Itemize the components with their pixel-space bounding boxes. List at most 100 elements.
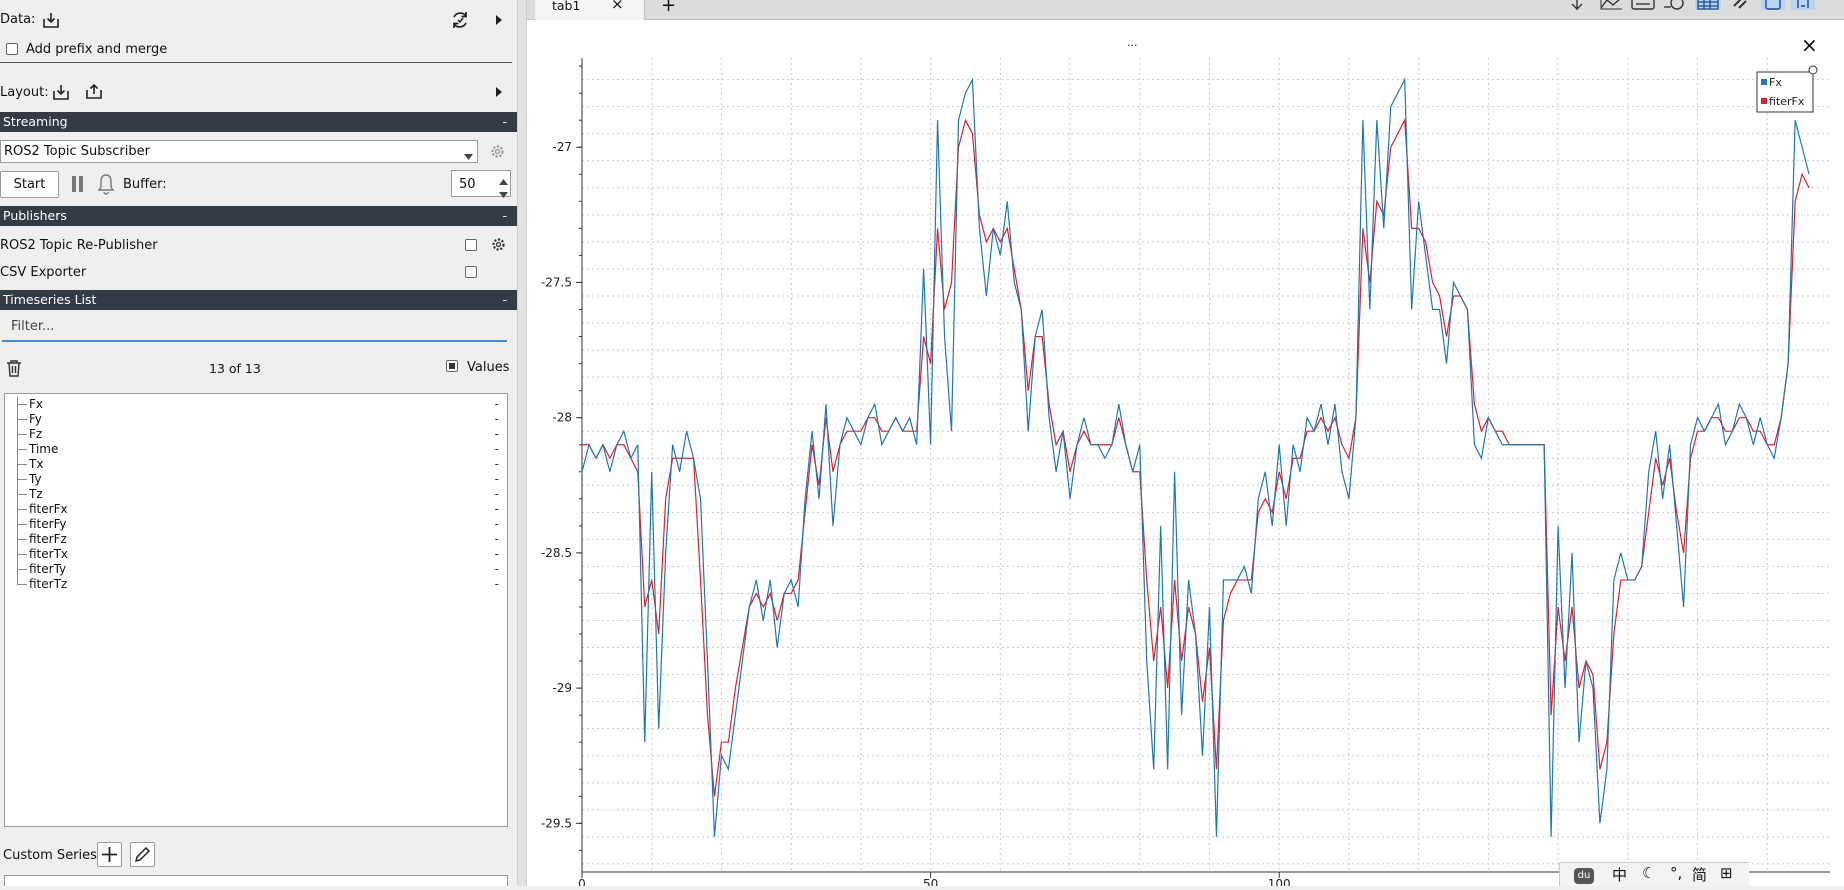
legend-label: Fx bbox=[1769, 76, 1782, 89]
streaming-source-value: ROS2 Topic Subscriber bbox=[4, 144, 150, 159]
link-icon[interactable] bbox=[1731, 0, 1753, 14]
prefix-merge-checkbox[interactable] bbox=[6, 43, 18, 55]
tree-item-value: - bbox=[494, 517, 499, 531]
edit-custom-series-button[interactable] bbox=[130, 842, 155, 867]
tree-item-label: fiterTz bbox=[29, 577, 68, 591]
y-tick-label: -29.5 bbox=[541, 816, 572, 830]
timeseries-collapse[interactable]: - bbox=[502, 292, 507, 307]
chevron-down-icon bbox=[464, 149, 473, 164]
legend-swatch bbox=[1761, 98, 1767, 104]
tree-item-value: - bbox=[494, 487, 499, 501]
gear-icon[interactable] bbox=[489, 143, 506, 164]
list-icon[interactable] bbox=[1631, 0, 1655, 14]
tree-item[interactable]: Time - bbox=[5, 442, 505, 457]
series-line-Fx bbox=[581, 77, 1810, 837]
tree-branch-tick bbox=[17, 494, 27, 495]
tree-item[interactable]: Tx - bbox=[5, 457, 505, 472]
spin-up-icon[interactable] bbox=[499, 174, 508, 189]
streaming-header-label: Streaming bbox=[3, 114, 68, 129]
legend-label: fiterFx bbox=[1769, 95, 1805, 108]
tree-item[interactable]: fiterFy - bbox=[5, 517, 505, 532]
tree-branch-tick bbox=[17, 554, 27, 555]
data-label: Data: bbox=[0, 12, 36, 27]
grid-icon[interactable] bbox=[1695, 0, 1721, 10]
tree-item-label: fiterFz bbox=[29, 532, 67, 546]
spin-down-icon[interactable] bbox=[499, 187, 508, 202]
gear-icon[interactable] bbox=[490, 236, 507, 257]
tree-item[interactable]: Ty - bbox=[5, 472, 505, 487]
publisher-checkbox[interactable] bbox=[465, 239, 477, 251]
custom-series-list[interactable] bbox=[4, 875, 508, 886]
tree-item-label: fiterTy bbox=[29, 562, 67, 576]
bell-icon[interactable] bbox=[96, 173, 116, 199]
clock-icon[interactable] bbox=[1663, 0, 1687, 14]
tree-branch-tick bbox=[17, 539, 27, 540]
tree-item-value: - bbox=[494, 577, 499, 591]
ime-logo[interactable]: du bbox=[1574, 868, 1594, 884]
values-checkbox[interactable] bbox=[446, 360, 458, 372]
tree-item-value: - bbox=[494, 472, 499, 486]
tree-item[interactable]: Fz - bbox=[5, 427, 505, 442]
y-tick-label: -29 bbox=[552, 681, 572, 695]
publishers-collapse[interactable]: - bbox=[502, 208, 507, 223]
reload-icon[interactable] bbox=[449, 9, 471, 35]
move-icon[interactable] bbox=[1567, 0, 1587, 14]
series-count: 13 of 13 bbox=[209, 361, 261, 376]
load-layout-icon[interactable] bbox=[52, 83, 70, 105]
tree-item[interactable]: fiterFz - bbox=[5, 532, 505, 547]
data-expand-icon[interactable] bbox=[494, 14, 504, 30]
filter-input[interactable]: Filter... bbox=[2, 314, 507, 342]
layout-expand-icon[interactable] bbox=[494, 86, 504, 102]
tree-item[interactable]: Fx - bbox=[5, 397, 505, 412]
add-custom-series-button[interactable] bbox=[97, 842, 122, 867]
tree-item[interactable]: fiterFx - bbox=[5, 502, 505, 517]
tree-item-label: Fz bbox=[29, 427, 43, 441]
tree-item-label: Tx bbox=[29, 457, 44, 471]
plus-icon bbox=[102, 847, 117, 862]
load-data-icon[interactable] bbox=[42, 11, 60, 33]
publishers-header-label: Publishers bbox=[3, 208, 67, 223]
tab-tab1[interactable]: tab1 × bbox=[535, 0, 645, 20]
tree-item-value: - bbox=[494, 562, 499, 576]
ime-punct[interactable]: °, bbox=[1670, 864, 1683, 882]
tree-item[interactable]: fiterTz - bbox=[5, 577, 505, 592]
tree-item-label: Time bbox=[29, 442, 59, 456]
ime-moon[interactable]: ☾ bbox=[1642, 864, 1656, 882]
splitter[interactable] bbox=[517, 0, 527, 886]
tree-item[interactable]: Fy - bbox=[5, 412, 505, 427]
ime-simplified[interactable]: 简 bbox=[1692, 866, 1708, 884]
plot-canvas[interactable]: -27 -27.5 -28 -28.5 -29 -29.5 0 50 100 Fx fiterFx bbox=[527, 0, 1844, 890]
y-tick-label: -27.5 bbox=[541, 275, 572, 289]
save-layout-icon[interactable] bbox=[85, 82, 103, 104]
ime-menu[interactable]: ⊞ bbox=[1720, 864, 1733, 882]
tab-close-icon[interactable]: × bbox=[611, 0, 624, 13]
plot-style-icon[interactable] bbox=[1599, 0, 1623, 14]
streaming-collapse[interactable]: - bbox=[502, 114, 507, 129]
tree-item-label: fiterTx bbox=[29, 547, 69, 561]
start-button[interactable]: Start bbox=[0, 171, 59, 198]
tree-item[interactable]: fiterTx - bbox=[5, 547, 505, 562]
tree-item-value: - bbox=[494, 502, 499, 516]
tree-item[interactable]: fiterTy - bbox=[5, 562, 505, 577]
tree-item-value: - bbox=[494, 412, 499, 426]
buffer-spinbox[interactable]: 50 bbox=[451, 170, 511, 198]
plot-close-icon[interactable]: × bbox=[1801, 33, 1818, 57]
ime-chinese-toggle[interactable]: 中 bbox=[1612, 866, 1628, 884]
copy-icon[interactable] bbox=[1761, 0, 1785, 10]
y-tick-label: -28.5 bbox=[541, 546, 572, 560]
publisher-checkbox[interactable] bbox=[465, 266, 477, 278]
tree-item[interactable]: Tz - bbox=[5, 487, 505, 502]
pause-icon[interactable] bbox=[71, 175, 85, 197]
streaming-header[interactable]: Streaming - bbox=[0, 112, 517, 132]
timeseries-tree[interactable]: Fx - Fy - Fz - Time - Tx - Ty - Tz - fiterFx - fiterFy - f… bbox=[4, 393, 508, 827]
trash-icon[interactable] bbox=[6, 359, 22, 381]
timeseries-header[interactable]: Timeseries List - bbox=[0, 290, 517, 310]
publishers-header[interactable]: Publishers - bbox=[0, 206, 517, 226]
ratio-icon[interactable] bbox=[1791, 0, 1815, 10]
filter-placeholder: Filter... bbox=[11, 319, 55, 334]
add-tab-button[interactable]: + bbox=[661, 0, 677, 16]
tree-branch-tick bbox=[17, 524, 27, 525]
streaming-source-select[interactable]: ROS2 Topic Subscriber bbox=[0, 140, 478, 163]
tree-item-value: - bbox=[494, 457, 499, 471]
legend-resize-handle bbox=[1808, 65, 1818, 75]
